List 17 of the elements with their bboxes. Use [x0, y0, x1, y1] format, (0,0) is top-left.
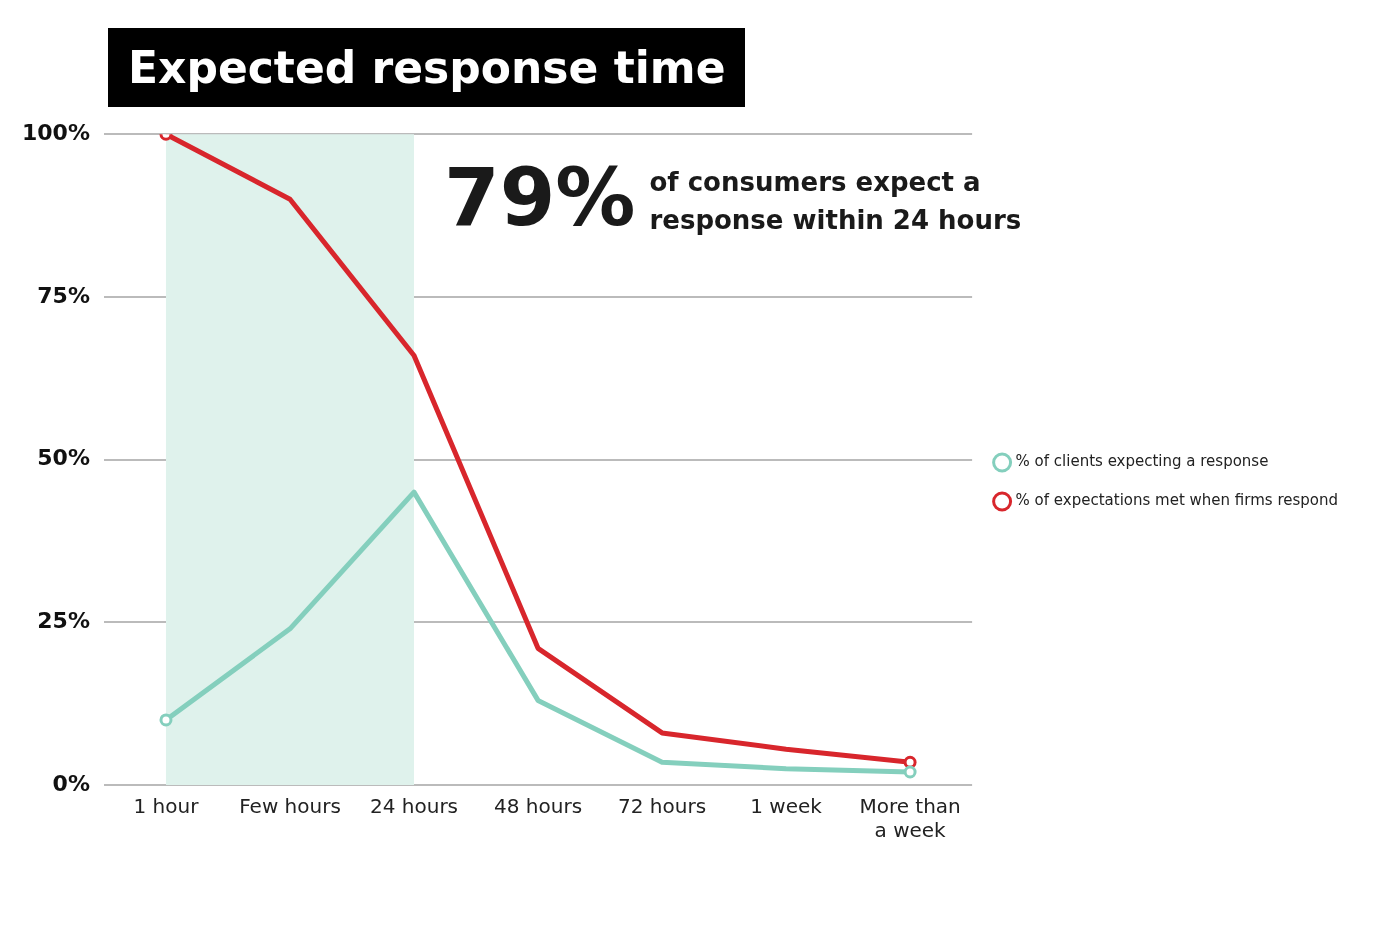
x-tick-label: More than a week: [859, 794, 961, 843]
y-tick-label: 25%: [37, 608, 90, 634]
x-tick-label: 1 hour: [133, 794, 200, 819]
x-tick-label: 24 hours: [369, 794, 459, 819]
y-tick-label: 75%: [37, 282, 90, 308]
legend-label: % of expectations met when firms respond: [1015, 491, 1339, 510]
annotation: of consumers expect a response within 24 hours: [649, 166, 1022, 235]
y-tick-label: 50%: [37, 445, 90, 471]
x-tick-label: 48 hours: [494, 794, 583, 819]
chart-title: Expected response time: [108, 28, 746, 107]
x-tick-label: 72 hours: [618, 794, 707, 819]
x-tick-label: Few hours: [239, 794, 341, 819]
y-tick-label: 0%: [52, 770, 90, 796]
x-tick-label: 1 week: [750, 794, 823, 819]
legend-label: % of clients expecting a response: [1015, 452, 1269, 471]
y-tick-label: 100%: [22, 119, 90, 145]
annotation: 79%: [443, 150, 636, 244]
